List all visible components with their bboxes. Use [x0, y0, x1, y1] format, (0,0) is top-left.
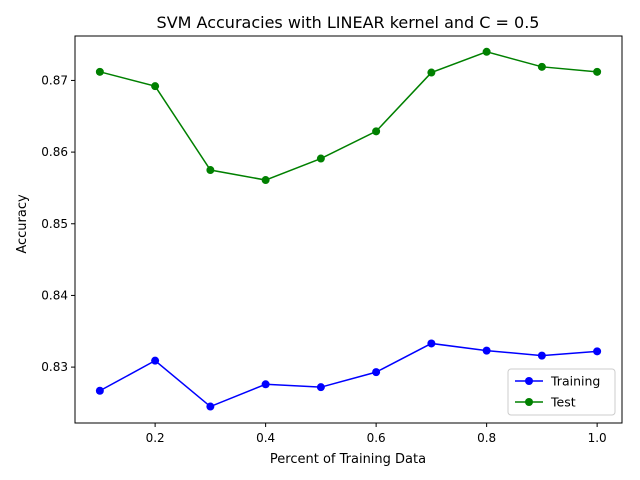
data-point-test	[593, 67, 602, 76]
y-tick-label: 0.83	[41, 360, 68, 374]
y-tick-label: 0.85	[41, 217, 68, 231]
data-point-test	[537, 62, 546, 71]
data-point-test	[206, 166, 215, 175]
series-line-training	[99, 342, 598, 408]
chart-title: SVM Accuracies with LINEAR kernel and C …	[157, 13, 540, 32]
data-point-test	[427, 68, 436, 77]
x-tick-label: 0.8	[477, 431, 496, 445]
data-point-training	[427, 339, 436, 348]
y-axis: 0.83 0.84 0.85 0.86 0.87	[41, 73, 75, 374]
data-point-test	[482, 47, 491, 56]
x-axis-label: Percent of Training Data	[270, 452, 426, 467]
data-point-test	[372, 127, 381, 136]
x-tick-label: 0.2	[146, 431, 165, 445]
data-point-training	[316, 383, 325, 392]
series-layer	[95, 47, 602, 411]
legend: Training Test	[507, 368, 616, 416]
x-tick-label: 1.0	[588, 431, 607, 445]
data-point-training	[261, 380, 270, 389]
data-point-test	[261, 176, 270, 185]
data-point-training	[151, 356, 160, 365]
legend-label-test: Test	[550, 395, 576, 410]
y-tick-label: 0.86	[41, 145, 68, 159]
plot-area	[74, 35, 623, 424]
y-tick-label: 0.87	[41, 73, 68, 87]
data-point-test	[151, 82, 160, 91]
plot-frame	[74, 35, 623, 424]
data-point-training	[537, 351, 546, 360]
x-tick-label: 0.6	[367, 431, 386, 445]
legend-label-training: Training	[550, 374, 600, 389]
data-point-training	[95, 386, 104, 395]
legend-marker-training	[525, 377, 533, 385]
data-point-training	[206, 402, 215, 411]
x-tick-label: 0.4	[256, 431, 275, 445]
data-point-training	[372, 368, 381, 377]
data-point-test	[316, 154, 325, 163]
legend-marker-test	[525, 398, 533, 406]
data-point-training	[482, 346, 491, 355]
y-axis-label: Accuracy	[15, 194, 30, 254]
data-point-test	[95, 67, 104, 76]
x-axis: 0.2 0.4 0.6 0.8 1.0	[146, 423, 607, 445]
y-tick-label: 0.84	[41, 288, 68, 302]
data-point-training	[593, 347, 602, 356]
series-line-test	[99, 50, 598, 181]
